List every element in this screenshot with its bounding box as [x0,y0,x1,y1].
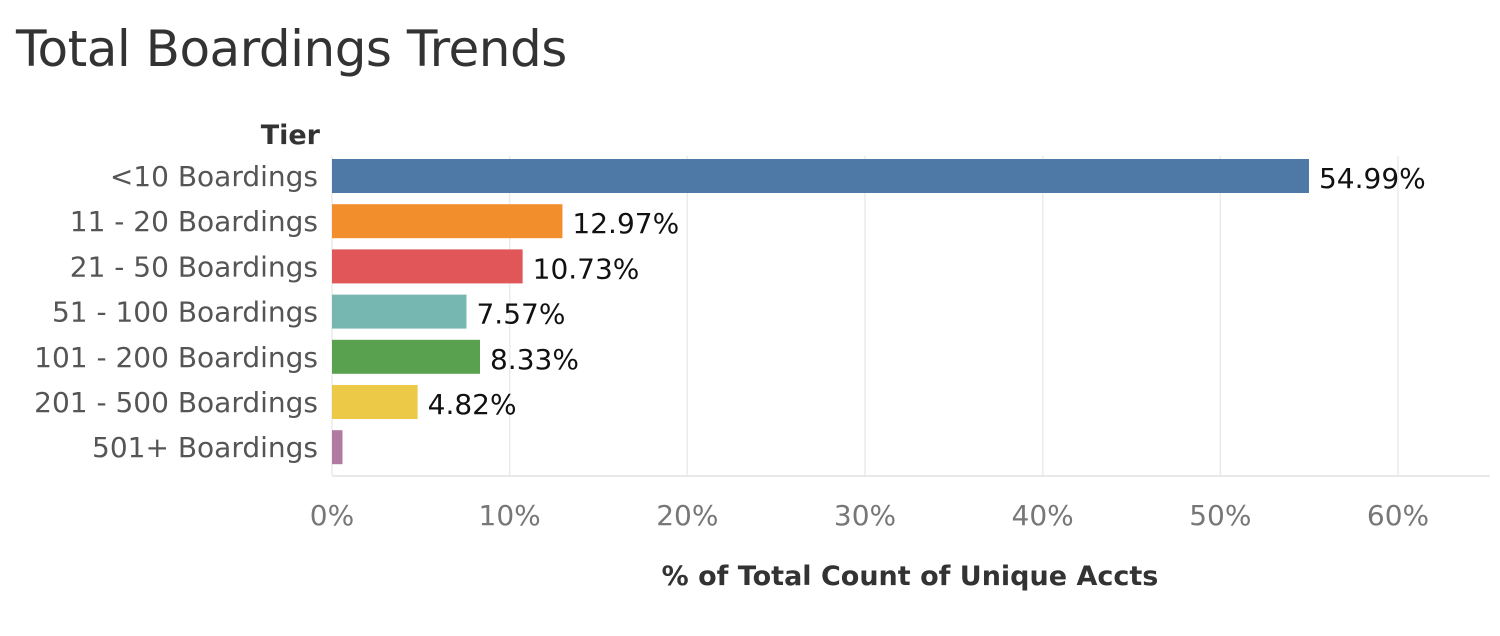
x-axis-ticks: 0% 10% 20% 30% 40% 50% 60% [310,499,1429,532]
chart-title: Total Boardings Trends [16,20,567,78]
category-label: 501+ Boardings [92,431,318,464]
data-label: 7.57% [476,298,565,331]
bar[interactable] [332,339,480,374]
y-axis-title: Tier [261,120,321,151]
x-tick-label: 40% [1012,499,1074,532]
category-label: 201 - 500 Boardings [34,386,318,419]
bar[interactable] [332,294,467,329]
bar[interactable] [332,385,418,419]
data-label: 54.99% [1319,162,1426,195]
bar[interactable] [332,430,343,465]
x-axis-title: % of Total Count of Unique Accts [662,561,1159,592]
category-label: 51 - 100 Boardings [52,296,318,329]
data-label: 12.97% [572,207,679,240]
category-labels: <10 Boardings 11 - 20 Boardings 21 - 50 Bo… [34,160,318,464]
x-tick-label: 10% [479,499,541,532]
category-label: 101 - 200 Boardings [34,341,318,374]
bar[interactable] [332,249,523,284]
x-tick-label: 60% [1367,499,1429,532]
bar[interactable] [332,159,1309,193]
x-tick-label: 50% [1189,499,1251,532]
x-tick-label: 30% [834,499,896,532]
x-tick-label: 20% [656,499,718,532]
data-label: 8.33% [490,343,579,376]
x-tick-label: 0% [310,499,354,532]
data-label: 4.82% [428,388,517,421]
category-label: 11 - 20 Boardings [70,205,318,238]
data-label: 10.73% [533,252,640,285]
bars: 54.99% 12.97% 10.73% 7.57% 8.33% 4.82% [332,159,1426,465]
category-label: <10 Boardings [110,160,318,193]
bar[interactable] [332,204,563,239]
category-label: 21 - 50 Boardings [70,250,318,283]
